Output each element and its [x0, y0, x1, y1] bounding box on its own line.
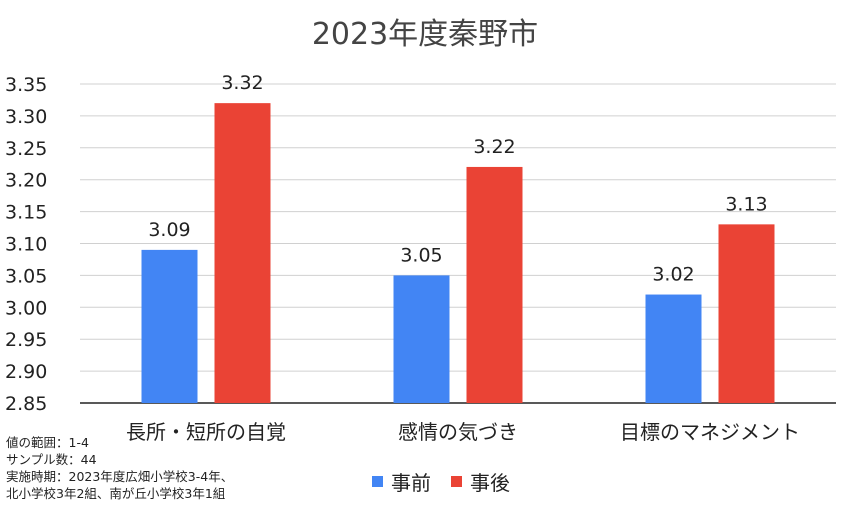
y-tick-label: 2.85	[5, 393, 47, 415]
y-tick-label: 3.10	[5, 234, 47, 256]
note-schools: 北小学校3年2組、南が丘小学校3年1組	[6, 486, 226, 501]
gridlines	[80, 83, 836, 404]
legend-label-after: 事後	[470, 471, 510, 495]
y-tick-label: 3.15	[5, 202, 47, 224]
x-axis: 長所・短所の自覚 感情の気づき 目標のマネジメント	[126, 420, 800, 444]
legend-item-before: 事前	[372, 467, 431, 496]
y-tick-label: 2.95	[5, 329, 47, 351]
bar-after	[718, 224, 775, 403]
data-label: 3.32	[221, 72, 263, 94]
data-label: 3.09	[148, 219, 190, 241]
note-period: 実施時期：2023年度広畑小学校3-4年、	[6, 469, 234, 484]
bars	[141, 103, 775, 403]
note-sample-size: サンプル数：44	[6, 452, 97, 467]
chart-notes: 値の範囲：1-4 サンプル数：44 実施時期：2023年度広畑小学校3-4年、 …	[6, 434, 233, 502]
x-category-label: 長所・短所の自覚	[126, 420, 286, 444]
x-category-label: 目標のマネジメント	[620, 420, 800, 444]
bar-before	[645, 294, 702, 403]
x-category-label: 感情の気づき	[398, 420, 518, 444]
y-tick-label: 3.35	[5, 74, 47, 96]
y-tick-label: 3.05	[5, 265, 47, 287]
bar-before	[141, 249, 198, 403]
y-tick-label: 3.00	[5, 297, 47, 319]
y-tick-label: 3.25	[5, 138, 47, 160]
data-label: 3.02	[652, 264, 694, 286]
chart-title: 2023年度秦野市	[312, 17, 538, 52]
legend-swatch-after	[451, 476, 462, 487]
legend: 事前 事後	[372, 467, 510, 496]
y-tick-label: 3.20	[5, 170, 47, 192]
bar-after	[214, 103, 271, 403]
data-label: 3.13	[725, 193, 767, 215]
bar-after	[466, 166, 523, 403]
data-labels: 3.09 3.32 3.05 3.22 3.02 3.13	[148, 72, 767, 285]
y-axis: 3.35 3.30 3.25 3.20 3.15 3.10 3.05 3.00 2.95 2.90…	[5, 74, 47, 415]
y-tick-label: 2.90	[5, 361, 47, 383]
data-label: 3.05	[400, 244, 442, 266]
data-label: 3.22	[473, 136, 515, 158]
legend-item-after: 事後	[451, 467, 510, 496]
bar-before	[393, 275, 450, 403]
legend-label-before: 事前	[391, 471, 431, 495]
note-value-range: 値の範囲：1-4	[6, 435, 89, 450]
y-tick-label: 3.30	[5, 106, 47, 128]
legend-swatch-before	[372, 476, 383, 487]
